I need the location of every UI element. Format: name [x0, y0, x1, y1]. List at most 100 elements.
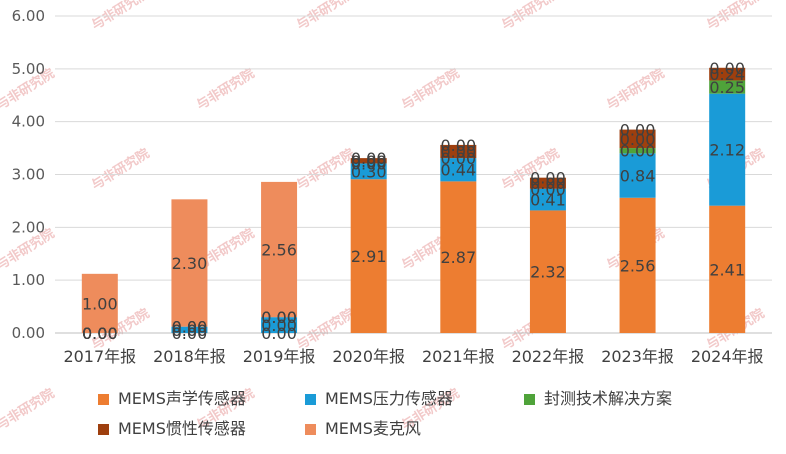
- watermark-text: 与非研究院: [704, 0, 768, 33]
- bar-segment: [529, 210, 566, 333]
- data-label: 0.30: [351, 162, 387, 181]
- y-axis: 0.00 1.00 2.00 3.00 4.00 5.00 6.00: [12, 7, 45, 342]
- watermark-text: 与非研究院: [194, 65, 258, 113]
- bar-segment: [529, 177, 566, 189]
- data-label: 2.87: [441, 248, 477, 267]
- bar-segment: [440, 144, 477, 159]
- watermark-text: 与非研究院: [604, 65, 668, 113]
- bar-segment: [619, 129, 656, 149]
- data-label: 0.00: [530, 169, 566, 188]
- watermark-text: 与非研究院: [89, 0, 153, 33]
- data-label: 2.12: [709, 141, 745, 160]
- y-tick-label: 0.00: [12, 324, 45, 342]
- x-tick-label: 2018年报: [153, 347, 226, 366]
- data-label: 2.91: [351, 247, 387, 266]
- data-label: 0.00: [530, 174, 566, 193]
- data-label: 2.56: [261, 241, 297, 260]
- x-tick-label: 2024年报: [691, 347, 764, 366]
- legend-label: MEMS麦克风: [325, 419, 421, 438]
- bar-segment: [619, 197, 656, 333]
- data-label: 0.00: [441, 149, 477, 168]
- legend-label: 封测技术解决方案: [544, 389, 672, 408]
- bar-segment: [350, 158, 387, 164]
- bar-segment: [709, 93, 746, 206]
- y-tick-label: 3.00: [12, 166, 45, 184]
- watermark-text: 与非研究院: [294, 145, 358, 193]
- data-label: 0.00: [351, 152, 387, 171]
- data-label: 0.00: [351, 154, 387, 173]
- watermark-text: 与非研究院: [499, 0, 563, 33]
- x-tick-label: 2019年报: [243, 347, 316, 366]
- bar-segment: [709, 67, 746, 81]
- legend: MEMS声学传感器 MEMS压力传感器 封测技术解决方案 MEMS惯性传感器 MEMS麦…: [98, 389, 672, 438]
- legend-label: MEMS压力传感器: [325, 389, 453, 408]
- data-label: 0.00: [620, 121, 656, 140]
- data-label: 0.00: [261, 308, 297, 327]
- bar-segment: [440, 181, 477, 333]
- y-tick-label: 1.00: [12, 271, 45, 289]
- data-label: 0.00: [82, 324, 118, 343]
- data-label: 0.24: [709, 65, 745, 84]
- bar-segment: [171, 326, 208, 333]
- data-label: 2.41: [709, 260, 745, 279]
- data-label: 0.00: [172, 324, 208, 343]
- legend-swatch: [524, 394, 535, 405]
- bar-segment: [619, 148, 656, 154]
- data-label: 0.25: [709, 78, 745, 97]
- x-axis: 2017年报 2018年报 2019年报 2020年报 2021年报 2022年报 2023…: [63, 347, 763, 366]
- data-labels: 0.000.000.000.001.000.000.000.000.002.30…: [82, 59, 745, 343]
- data-label: 0.00: [172, 318, 208, 337]
- legend-swatch: [98, 424, 109, 435]
- data-label: 2.30: [172, 254, 208, 273]
- data-label: 0.00: [620, 130, 656, 149]
- legend-label: MEMS惯性传感器: [118, 419, 246, 438]
- bar-segment: [529, 188, 566, 211]
- data-label: 0.00: [709, 59, 745, 78]
- data-label: 0.00: [620, 142, 656, 161]
- bar-segment: [440, 158, 477, 182]
- watermark-text: 与非研究院: [0, 385, 57, 433]
- bar-segment: [261, 181, 298, 318]
- bar-segment: [171, 199, 208, 327]
- x-tick-label: 2020年报: [332, 347, 405, 366]
- bars: [81, 67, 746, 333]
- y-tick-label: 5.00: [12, 60, 45, 78]
- data-label: 0.00: [261, 324, 297, 343]
- x-tick-label: 2021年报: [422, 347, 495, 366]
- data-label: 0.00: [441, 136, 477, 155]
- data-label: 0.00: [82, 324, 118, 343]
- legend-label: MEMS声学传感器: [118, 389, 246, 408]
- y-tick-label: 6.00: [12, 7, 45, 25]
- legend-swatch: [98, 394, 109, 405]
- legend-swatch: [305, 394, 316, 405]
- data-label: 0.00: [261, 308, 297, 327]
- x-tick-label: 2023年报: [601, 347, 674, 366]
- data-label: 0.00: [82, 324, 118, 343]
- data-label: 0.44: [441, 161, 477, 180]
- x-tick-label: 2017年报: [63, 347, 136, 366]
- bar-segment: [81, 273, 118, 333]
- data-label: 0.84: [620, 167, 656, 186]
- y-tick-label: 4.00: [12, 113, 45, 131]
- data-label: 0.00: [441, 143, 477, 162]
- data-label: 0.00: [82, 324, 118, 343]
- legend-swatch: [305, 424, 316, 435]
- data-label: 0.00: [530, 180, 566, 199]
- data-label: 0.00: [172, 318, 208, 337]
- bar-segment: [709, 80, 746, 94]
- data-label: 2.32: [530, 263, 566, 282]
- bar-segment: [261, 317, 298, 333]
- data-label: 2.56: [620, 256, 656, 275]
- gridlines: [55, 15, 772, 334]
- bar-segment: [350, 179, 387, 333]
- data-label: 0.00: [261, 316, 297, 335]
- watermark-text: 与非研究院: [89, 145, 153, 193]
- x-tick-label: 2022年报: [512, 347, 585, 366]
- bar-segment: [350, 163, 387, 180]
- data-label: 0.41: [530, 191, 566, 210]
- bar-segment: [619, 153, 656, 198]
- watermark-text: 与非研究院: [399, 65, 463, 113]
- data-label: 0.00: [351, 149, 387, 168]
- data-label: 1.00: [82, 294, 118, 313]
